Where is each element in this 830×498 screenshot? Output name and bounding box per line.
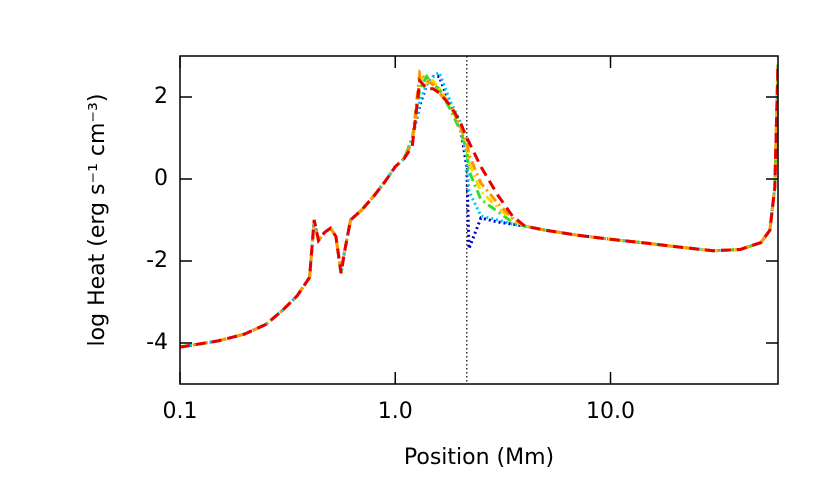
y-tick-label: -4	[146, 330, 168, 355]
data-line	[180, 64, 778, 349]
data-line	[180, 64, 778, 349]
plot-area	[180, 56, 778, 384]
x-tick-label: 1.0	[378, 399, 413, 424]
y-tick-label: -2	[146, 248, 168, 273]
x-axis-label: Position (Mm)	[404, 445, 554, 470]
y-axis-label: log Heat (erg s⁻¹ cm⁻³)	[85, 94, 110, 347]
data-line	[180, 64, 778, 349]
x-tick-label: 0.1	[163, 399, 198, 424]
data-line	[180, 64, 778, 349]
y-tick-label: 0	[154, 166, 168, 191]
x-tick-label: 10.0	[586, 399, 635, 424]
data-line	[180, 64, 778, 349]
data-line	[180, 64, 778, 349]
axes-frame	[179, 55, 779, 385]
y-tick-label: 2	[154, 84, 168, 109]
